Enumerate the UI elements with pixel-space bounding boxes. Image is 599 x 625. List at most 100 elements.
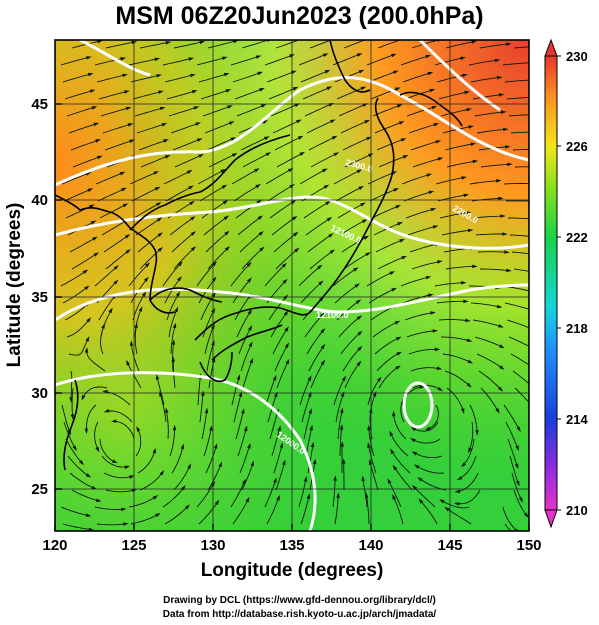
streamline-arrowhead: [367, 424, 371, 431]
streamline-arrowhead: [318, 280, 324, 286]
streamline-arrowhead: [247, 309, 252, 315]
streamline: [503, 404, 520, 430]
streamline-arrowhead: [507, 162, 513, 167]
colorbar-tick-label: 210: [566, 503, 588, 518]
streamline-arrowhead: [395, 205, 401, 209]
streamline: [170, 122, 199, 134]
streamline: [205, 445, 217, 474]
streamline-arrowhead: [357, 345, 363, 351]
streamline: [446, 508, 472, 525]
streamline: [95, 172, 123, 185]
streamline-arrowhead: [397, 222, 403, 226]
streamline-arrowhead: [159, 106, 166, 111]
streamline: [342, 347, 361, 372]
streamline-arrowhead: [193, 106, 200, 110]
streamline-arrowhead: [333, 152, 340, 157]
streamline: [434, 282, 464, 287]
streamline-arrowhead: [312, 458, 317, 465]
streamline: [140, 155, 168, 168]
streamline-arrowhead: [357, 330, 363, 336]
x-tick-label: 140: [358, 537, 383, 554]
streamline: [476, 353, 503, 369]
streamline: [233, 185, 259, 202]
streamline: [456, 489, 481, 505]
streamline-arrowhead: [466, 382, 472, 388]
streamline-arrowhead: [213, 443, 218, 449]
streamline-arrowhead: [180, 443, 185, 450]
streamline-arrowhead: [195, 122, 201, 126]
streamline-arrowhead: [356, 360, 362, 367]
streamline-arrowhead: [91, 106, 98, 110]
streamline: [71, 253, 97, 270]
streamline: [64, 302, 89, 321]
streamline: [69, 237, 96, 253]
streamline: [441, 229, 471, 236]
streamline: [374, 337, 399, 355]
streamline-arrowhead: [496, 179, 502, 183]
streamline: [102, 123, 131, 134]
streamline: [413, 421, 439, 432]
streamline: [98, 91, 127, 100]
streamline: [201, 201, 226, 219]
streamline-arrowhead: [463, 299, 469, 304]
streamline: [403, 191, 432, 202]
streamline: [241, 40, 270, 49]
streamline: [299, 377, 311, 406]
streamline-arrowhead: [389, 430, 394, 437]
streamline-arrowhead: [532, 386, 537, 391]
streamline-arrowhead: [410, 437, 416, 443]
streamline: [266, 71, 295, 83]
streamline: [231, 169, 258, 185]
streamline-arrowhead: [103, 408, 110, 413]
streamline-arrowhead: [462, 73, 468, 78]
streamline-arrowhead: [393, 70, 399, 75]
streamline-arrowhead: [306, 493, 311, 500]
streamline-arrowhead: [341, 458, 346, 464]
streamline-arrowhead: [245, 496, 250, 503]
streamline-arrowhead: [366, 136, 372, 141]
streamline-arrowhead: [320, 359, 326, 366]
streamline-arrowhead: [472, 159, 479, 164]
streamline: [339, 220, 366, 236]
streamline: [337, 410, 343, 440]
streamline-arrowhead: [292, 86, 299, 91]
streamline-arrowhead: [125, 249, 131, 254]
streamline: [204, 121, 232, 134]
streamline: [276, 361, 289, 389]
streamline-arrowhead: [499, 344, 505, 349]
streamline-arrowhead: [503, 127, 509, 132]
streamline-arrowhead: [92, 236, 98, 241]
streamline-arrowhead: [259, 88, 265, 92]
streamline-arrowhead: [119, 171, 126, 176]
streamline-arrowhead: [222, 56, 228, 60]
streamline: [371, 205, 399, 219]
streamline-arrowhead: [322, 53, 329, 57]
streamline: [343, 253, 369, 270]
streamline: [438, 319, 468, 322]
streamline: [242, 360, 253, 389]
streamline-arrowhead: [498, 386, 503, 392]
geopotential-contours: [55, 40, 529, 531]
streamline-arrowhead: [255, 184, 261, 189]
streamline: [138, 139, 167, 151]
streamline: [233, 393, 242, 423]
streamline: [344, 362, 360, 389]
streamline-arrowhead: [81, 394, 86, 401]
streamline: [300, 496, 310, 525]
streamline: [480, 268, 509, 272]
streamline-arrowhead: [222, 200, 229, 205]
streamline-arrowhead: [246, 261, 252, 267]
x-tick-label: 150: [516, 537, 541, 554]
streamline-arrowhead: [112, 459, 118, 463]
streamline: [369, 188, 397, 202]
streamline: [137, 450, 156, 474]
streamline: [230, 55, 259, 66]
streamline-arrowhead: [259, 246, 265, 252]
streamline-arrowhead: [468, 447, 472, 454]
streamline-arrowhead: [428, 190, 435, 195]
streamline-arrowhead: [93, 122, 100, 127]
streamline: [377, 256, 405, 270]
streamline: [479, 43, 509, 49]
streamline: [201, 410, 208, 440]
streamline-arrowhead: [399, 239, 405, 243]
